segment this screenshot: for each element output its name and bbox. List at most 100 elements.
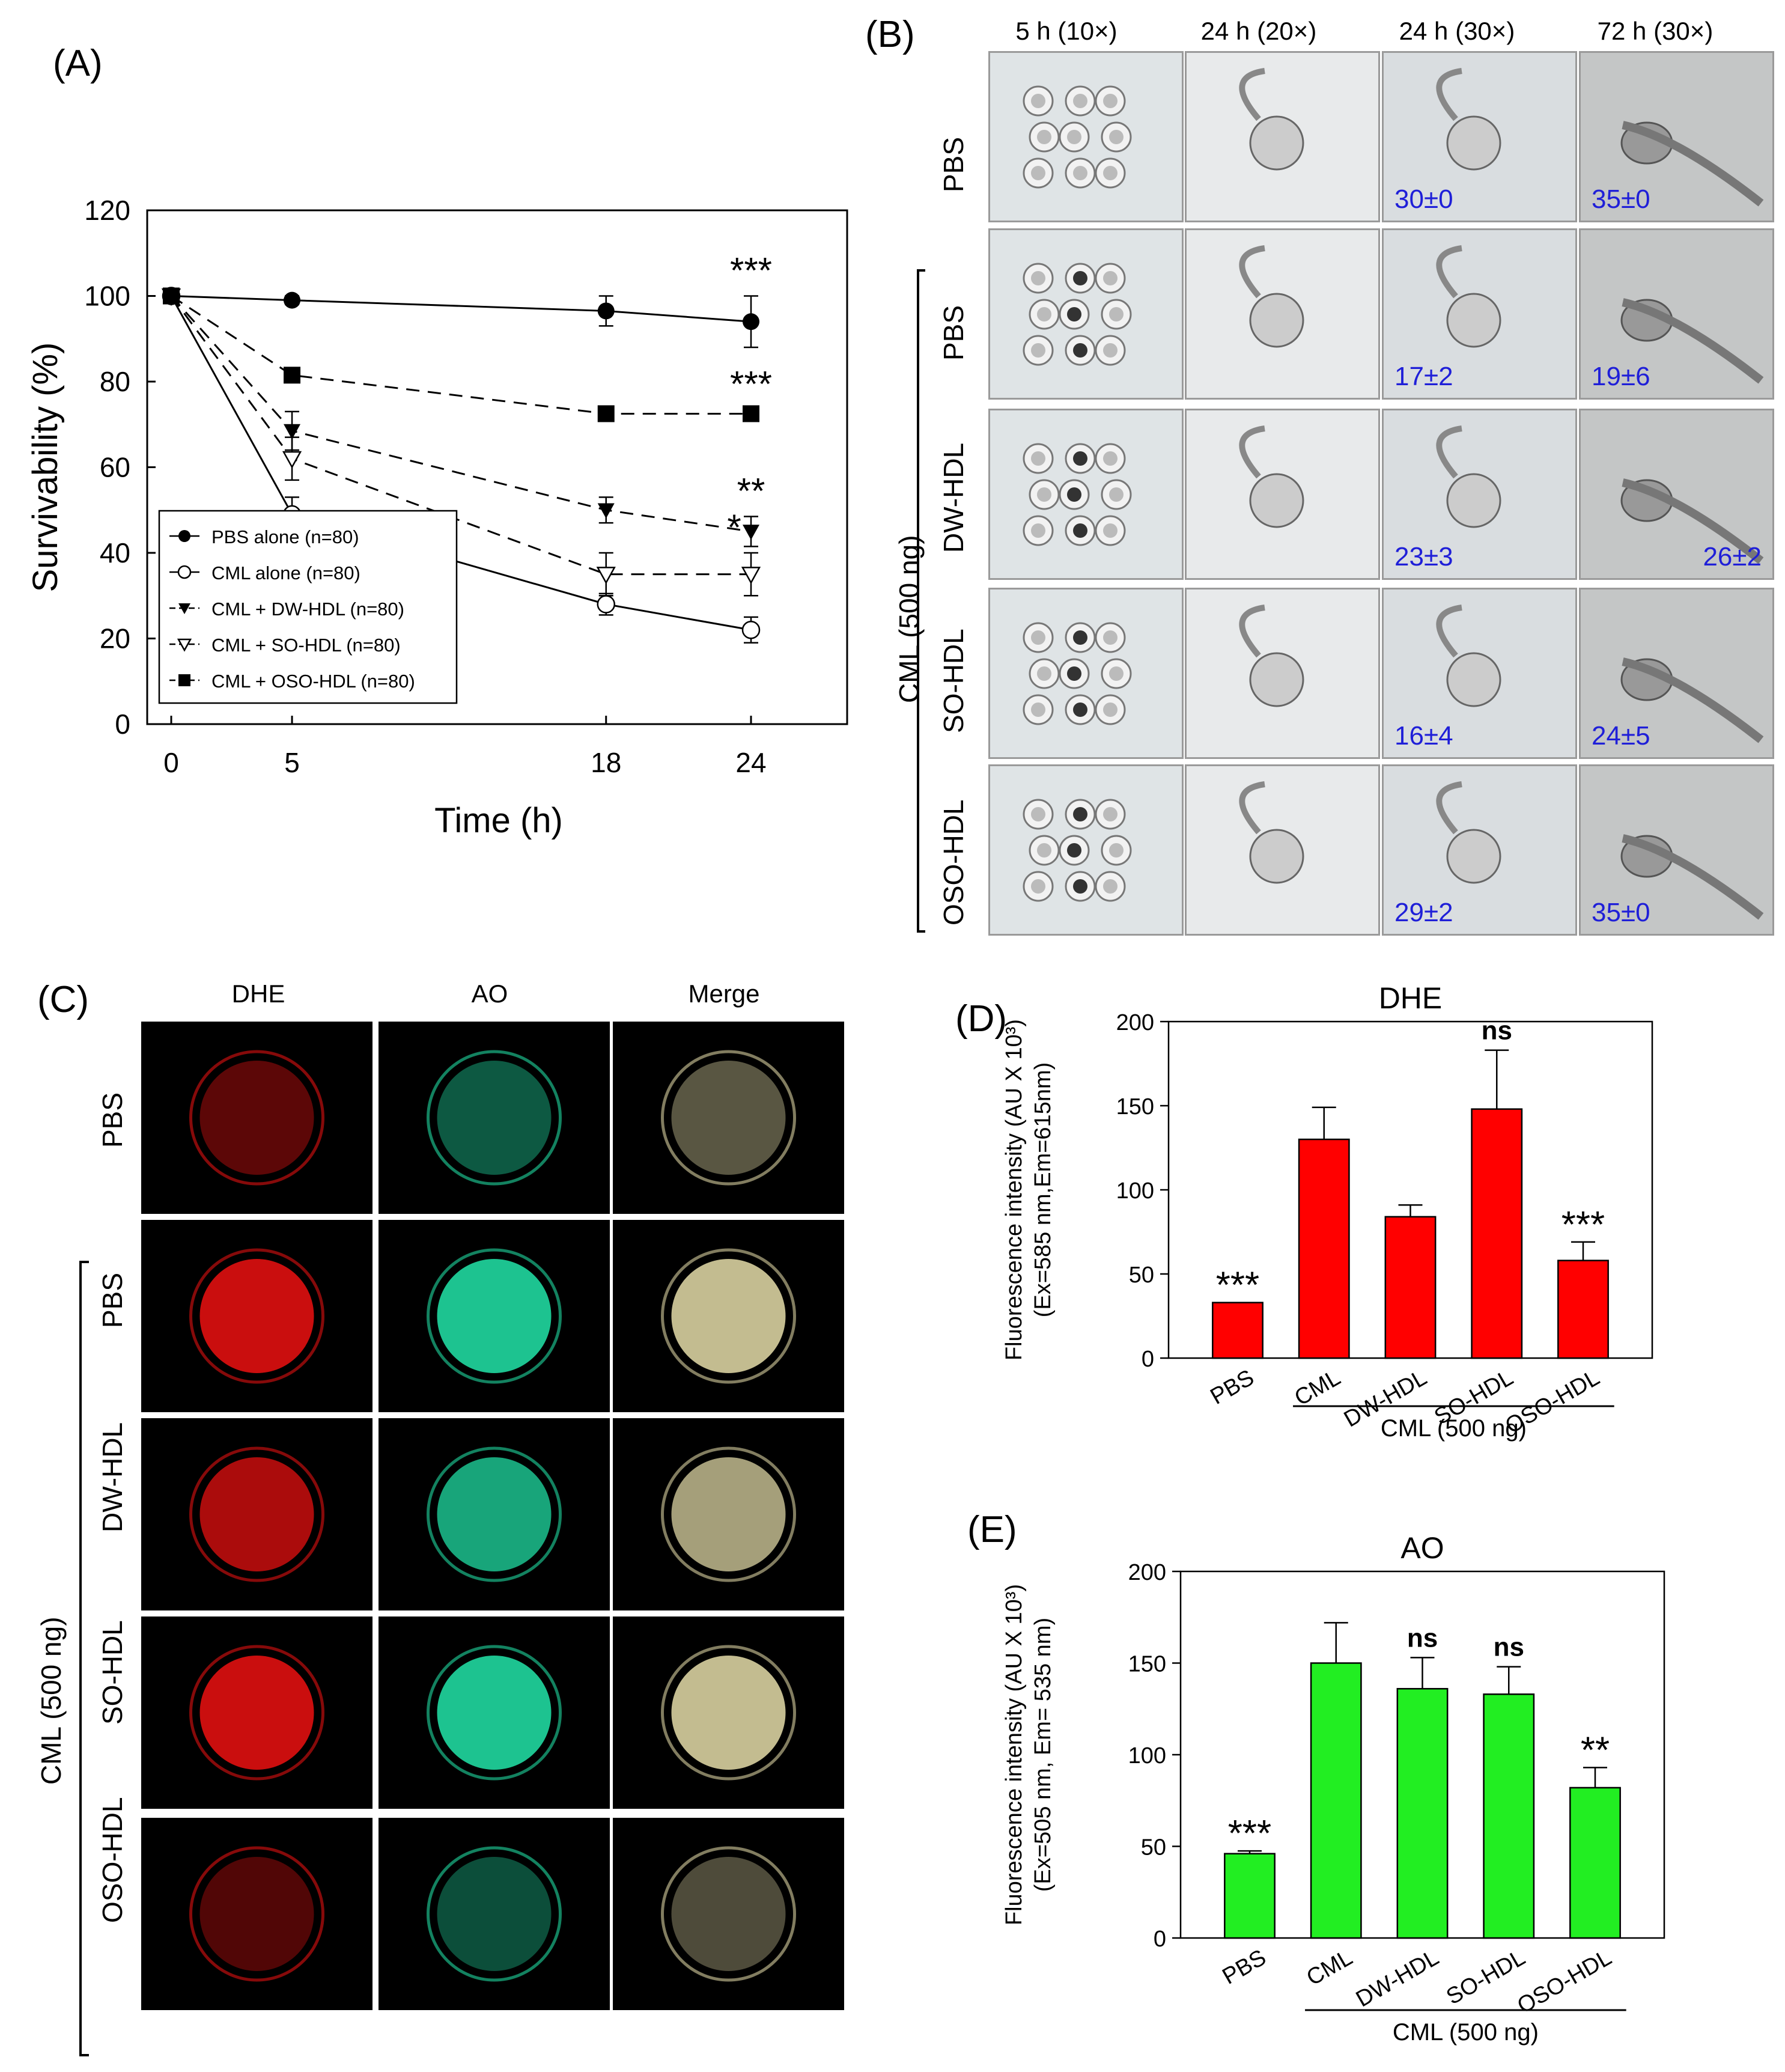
- embryo-sketch: [1023, 263, 1132, 366]
- embryo-image-r1-c3: 30±0: [1382, 51, 1577, 222]
- bar: [1298, 1138, 1350, 1359]
- significance-mark: ***: [730, 364, 772, 404]
- embryo-tail: [1436, 68, 1462, 121]
- fluorescence-image-r4-c3: [613, 1616, 844, 1809]
- yolk: [1031, 807, 1045, 821]
- yolk: [1031, 343, 1045, 358]
- chorion: [189, 1248, 324, 1384]
- chorion: [661, 1248, 796, 1384]
- data-point: [741, 567, 761, 585]
- yolk-signal: [199, 1259, 314, 1373]
- chorion: [189, 1846, 324, 1982]
- panel-label-b: (B): [865, 14, 915, 55]
- y-tick-label: 0: [115, 708, 130, 740]
- embryo-tail: [1436, 425, 1462, 479]
- count-24h: 29±2: [1394, 898, 1453, 927]
- fluorescent-embryo: [661, 1846, 796, 1982]
- yolk: [1031, 271, 1045, 285]
- embryo-yolk: [1249, 652, 1304, 707]
- bar: [1384, 1216, 1437, 1359]
- y-tick-label: 60: [100, 452, 130, 483]
- data-point: [597, 595, 615, 614]
- data-point: [178, 674, 190, 686]
- data-point: [178, 603, 190, 614]
- yolk: [1103, 94, 1118, 108]
- fluorescence-image-r2-c1: [141, 1220, 373, 1412]
- embryo-image-r5-c3: 29±2: [1382, 764, 1577, 936]
- fluorescence-image-r1-c2: [379, 1022, 610, 1214]
- yolk: [1031, 451, 1045, 466]
- yolk-signal: [671, 1656, 786, 1770]
- yolk-signal: [199, 1656, 314, 1770]
- panel-label-e: (E): [967, 1509, 1017, 1550]
- count-24h: 30±0: [1394, 184, 1453, 214]
- embryo-tail: [1436, 605, 1462, 658]
- yolk: [1067, 487, 1081, 502]
- fluorescent-embryo: [427, 1846, 562, 1982]
- embryo-sketch: [1620, 121, 1764, 207]
- fluorescence-image-r3-c3: [613, 1418, 844, 1610]
- chorion: [189, 1050, 324, 1186]
- col-head-5h: 5 h (10×): [1015, 17, 1118, 45]
- count-24h: 23±3: [1394, 542, 1453, 571]
- y-tick-label: 100: [84, 281, 130, 312]
- fluorescent-embryo: [189, 1050, 324, 1186]
- y-tick-label: 100: [1128, 1743, 1166, 1769]
- chorion: [427, 1446, 562, 1582]
- bar: [1224, 1853, 1276, 1939]
- data-point: [743, 525, 759, 540]
- yolk: [1037, 843, 1051, 858]
- significance-mark: ***: [1216, 1265, 1259, 1306]
- embryo-sketch: [1436, 245, 1501, 348]
- b-row-label-dw-hdl: DW-HDL: [938, 442, 969, 553]
- x-tick-label: CML: [1291, 1365, 1345, 1410]
- chorion: [427, 1846, 562, 1982]
- panel-label-c: (C): [37, 979, 90, 1020]
- embryo-sketch: [1436, 425, 1501, 528]
- yolk: [1073, 630, 1087, 645]
- c-col-head-merge: Merge: [688, 980, 760, 1008]
- x-tick-label: 24: [735, 747, 766, 778]
- data-point: [597, 405, 615, 422]
- data-point: [284, 291, 301, 309]
- embryo-image-r3-c1: [988, 409, 1184, 580]
- yolk: [1103, 702, 1118, 717]
- yolk: [1109, 843, 1124, 858]
- bar: [1471, 1108, 1523, 1359]
- embryo-image-r3-c3: 23±3: [1382, 409, 1577, 580]
- embryo-image-r2-c2: [1185, 228, 1380, 400]
- fluorescence-image-r2-c3: [613, 1220, 844, 1412]
- b-row-label-oso-hdl: OSO-HDL: [938, 799, 969, 925]
- significance-mark: ***: [1228, 1813, 1271, 1854]
- bar: [1569, 1787, 1621, 1939]
- yolk: [1031, 702, 1045, 717]
- data-point: [597, 302, 615, 320]
- yolk: [1103, 879, 1118, 894]
- c-row-label-dw-hdl: DW-HDL: [97, 1422, 128, 1532]
- embryo-tail: [1239, 605, 1265, 658]
- yolk-signal: [671, 1259, 786, 1373]
- yolk: [1067, 843, 1081, 858]
- yolk: [1037, 487, 1051, 502]
- panel-b-embryo-grid: 5 h (10×) 24 h (20×) 24 h (30×) 72 h (30…: [893, 12, 1778, 949]
- fluorescent-embryo: [661, 1248, 796, 1384]
- yolk: [1109, 666, 1124, 681]
- series-line: [170, 295, 752, 532]
- y-tick-label: 20: [100, 623, 130, 654]
- chorion: [427, 1645, 562, 1781]
- yolk: [1031, 630, 1045, 645]
- embryo-sketch: [1620, 834, 1764, 920]
- y-tick-label: 50: [1141, 1835, 1166, 1860]
- y-tick-label: 40: [100, 537, 130, 568]
- yolk-signal: [437, 1656, 552, 1770]
- bar: [1557, 1260, 1609, 1359]
- significance-mark: ns: [1494, 1633, 1524, 1662]
- fluorescent-embryo: [661, 1050, 796, 1186]
- yolk-signal: [437, 1457, 552, 1571]
- y-axis-label: Survivability (%): [26, 343, 65, 593]
- bar: [1396, 1687, 1449, 1939]
- significance-mark: ns: [1407, 1623, 1438, 1653]
- data-point: [177, 638, 192, 652]
- chorion: [189, 1446, 324, 1582]
- yolk: [1031, 166, 1045, 180]
